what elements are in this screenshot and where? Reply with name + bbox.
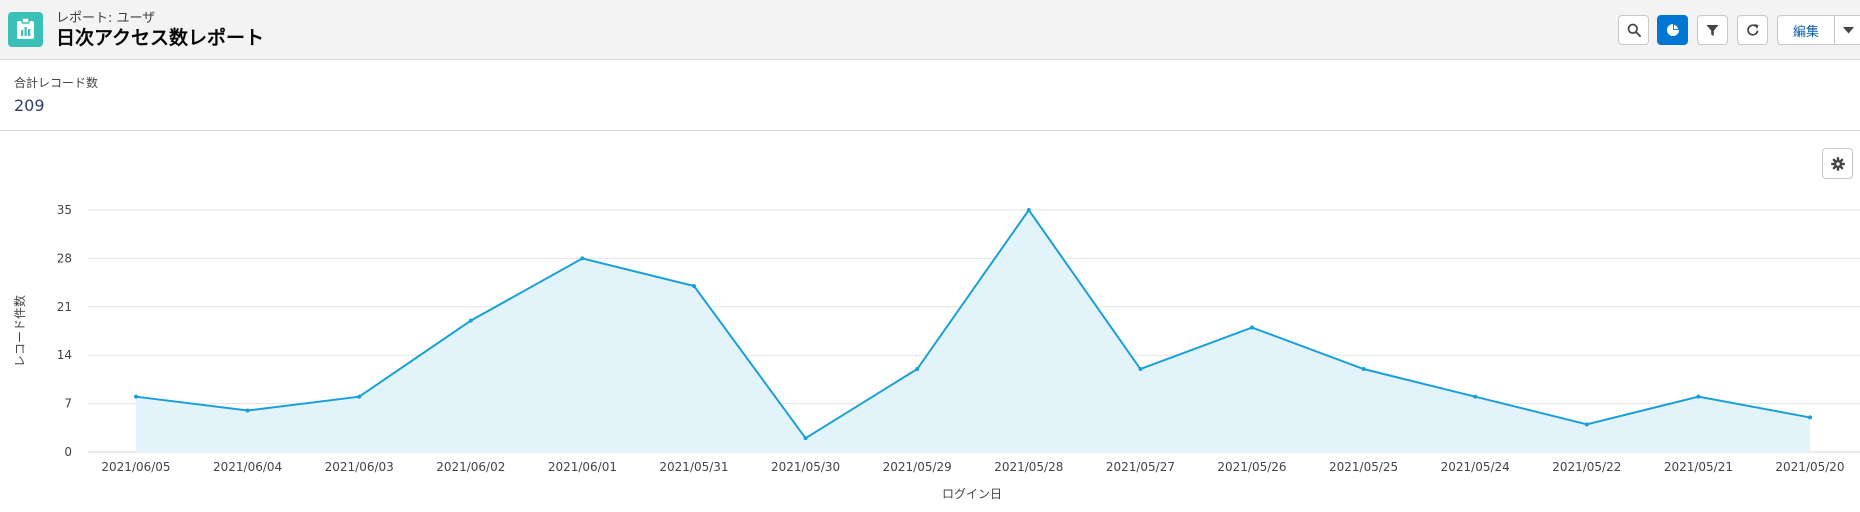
x-tick-label: 2021/05/26 <box>1217 460 1286 474</box>
data-point <box>1696 394 1701 399</box>
x-tick-label: 2021/06/04 <box>213 460 282 474</box>
report-type-label: レポート: ユーザ <box>56 11 156 26</box>
data-point <box>1250 325 1254 330</box>
data-point <box>580 256 585 261</box>
filter-button[interactable] <box>1697 15 1728 45</box>
x-tick-label: 2021/05/25 <box>1329 460 1398 474</box>
page-title: 日次アクセス数レポート <box>56 27 265 49</box>
data-point <box>803 436 808 441</box>
x-tick-label: 2021/06/01 <box>548 460 617 474</box>
y-tick-label: 0 <box>64 445 72 459</box>
data-point <box>1138 367 1143 372</box>
data-point <box>245 408 250 413</box>
data-point <box>1361 367 1366 372</box>
total-records-value: 209 <box>14 96 45 115</box>
x-tick-label: 2021/06/03 <box>325 460 394 474</box>
edit-button[interactable]: 編集 <box>1778 16 1834 44</box>
total-records-label: 合計レコード数 <box>14 76 99 90</box>
data-point <box>915 367 920 372</box>
summary-panel: 合計レコード数 209 <box>0 60 1860 131</box>
refresh-icon <box>1746 24 1759 36</box>
x-tick-label: 2021/05/21 <box>1664 460 1733 474</box>
x-tick-label: 2021/06/05 <box>101 460 170 474</box>
x-tick-label: 2021/05/22 <box>1552 460 1621 474</box>
edit-button-group: 編集 <box>1777 15 1860 45</box>
search-button[interactable] <box>1618 15 1649 45</box>
chevron-down-icon <box>1842 26 1854 33</box>
y-tick-label: 28 <box>57 251 72 265</box>
x-tick-label: 2021/06/02 <box>436 460 505 474</box>
data-point <box>468 318 473 323</box>
x-tick-label: 2021/05/29 <box>883 460 952 474</box>
x-tick-label: 2021/05/27 <box>1106 460 1175 474</box>
x-tick-label: 2021/05/30 <box>771 460 840 474</box>
chart-settings-button[interactable] <box>1822 148 1853 179</box>
x-tick-label: 2021/05/28 <box>994 460 1063 474</box>
y-axis-title: レコード件数 <box>12 295 27 367</box>
report-clipboard-icon <box>8 12 43 47</box>
report-header: レポート: ユーザ 日次アクセス数レポート 編集 <box>0 0 1860 60</box>
data-point <box>1808 415 1812 420</box>
chart-toggle-button[interactable] <box>1657 15 1688 45</box>
x-tick-label: 2021/05/31 <box>659 460 728 474</box>
data-point <box>1473 394 1478 399</box>
y-tick-label: 21 <box>57 300 72 314</box>
x-tick-label: 2021/05/20 <box>1775 460 1844 474</box>
x-tick-label: 2021/05/24 <box>1441 460 1510 474</box>
x-axis-title: ログイン日 <box>942 487 1002 501</box>
data-point <box>1584 422 1589 427</box>
filter-icon <box>1706 24 1719 36</box>
search-icon <box>1627 23 1641 37</box>
gear-icon <box>1830 156 1845 171</box>
series-line <box>135 208 1811 440</box>
edit-button-label: 編集 <box>1792 24 1819 40</box>
y-tick-label: 7 <box>64 397 72 411</box>
more-actions-button[interactable] <box>1835 16 1860 44</box>
data-point <box>1026 208 1031 212</box>
data-point <box>692 284 696 289</box>
y-tick-label: 35 <box>57 203 72 217</box>
button-divider <box>1834 16 1835 44</box>
y-tick-label: 14 <box>57 348 72 362</box>
data-point <box>357 394 362 399</box>
data-point <box>134 394 138 399</box>
refresh-button[interactable] <box>1737 15 1768 45</box>
pie-chart-icon <box>1666 24 1679 36</box>
series-area <box>136 210 1810 452</box>
